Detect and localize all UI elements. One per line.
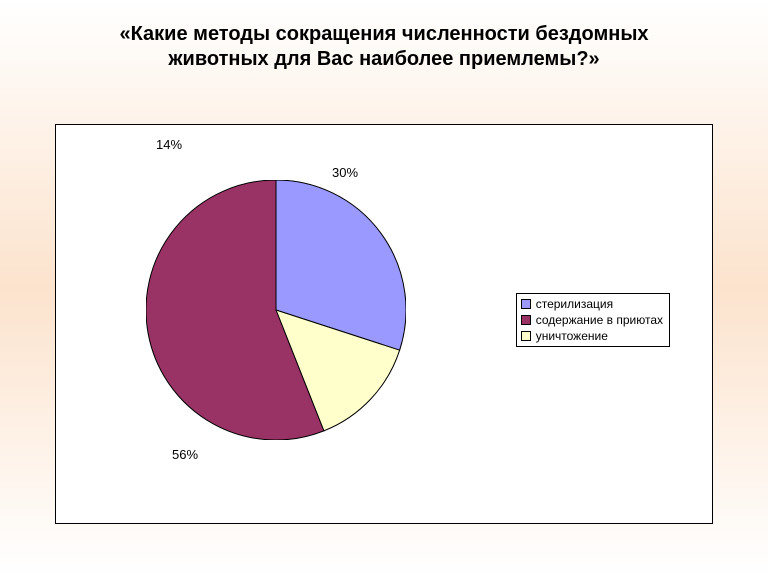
- legend: стерилизация содержание в приютах уничто…: [516, 293, 670, 347]
- legend-label: уничтожение: [536, 329, 608, 343]
- legend-swatch-icon: [521, 299, 531, 309]
- legend-swatch-icon: [521, 315, 531, 325]
- legend-item-shelters: содержание в приютах: [521, 312, 663, 328]
- legend-label: стерилизация: [536, 297, 613, 311]
- pie-label-shelters: 56%: [172, 447, 198, 462]
- slide: «Какие методы сокращения численности без…: [0, 0, 768, 576]
- pie-chart: [146, 180, 406, 440]
- legend-swatch-icon: [521, 331, 531, 341]
- pie-label-destruction: 14%: [156, 137, 182, 152]
- legend-label: содержание в приютах: [536, 313, 663, 327]
- chart-title: «Какие методы сокращения численности без…: [0, 0, 768, 72]
- legend-item-sterilization: стерилизация: [521, 296, 663, 312]
- pie-label-sterilization: 30%: [332, 165, 358, 180]
- chart-container: 30% 14% 56% стерилизация содержание в пр…: [55, 124, 713, 524]
- legend-item-destruction: уничтожение: [521, 328, 663, 344]
